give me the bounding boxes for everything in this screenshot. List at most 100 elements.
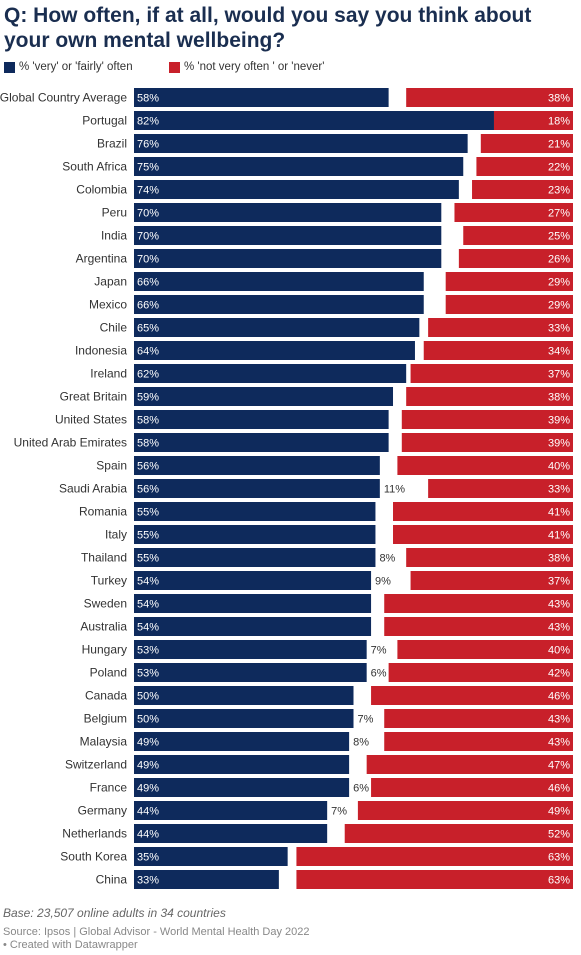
bar-often (134, 479, 380, 498)
bar-notoften (476, 157, 573, 176)
value-label-often: 58% (137, 415, 159, 427)
bar-often (134, 663, 367, 682)
bar-notoften (410, 571, 573, 590)
value-label-notoften: 43% (548, 737, 570, 749)
footer-base: Base: 23,507 online adults in 34 countri… (3, 906, 226, 920)
bar-notoften (454, 203, 573, 222)
bar-notoften (458, 249, 573, 268)
value-label-notoften: 43% (548, 599, 570, 611)
row-label: China (96, 873, 128, 887)
value-label-often: 53% (137, 645, 159, 657)
value-label-notoften: 29% (548, 300, 570, 312)
legend: % 'very' or 'fairly' often % 'not very o… (4, 61, 574, 77)
row-label: Peru (102, 206, 127, 220)
bar-often (134, 801, 328, 820)
value-label-notoften: 18% (548, 116, 570, 128)
bar-notoften (493, 111, 573, 130)
value-label-notoften: 46% (548, 783, 570, 795)
value-label-often: 76% (137, 139, 159, 151)
bar-often (134, 433, 389, 452)
row-label: Switzerland (65, 758, 127, 772)
bar-often (134, 111, 494, 130)
value-label-often: 44% (137, 829, 159, 841)
value-label-often: 53% (137, 668, 159, 680)
bar-notoften (428, 318, 573, 337)
bar-often (134, 778, 350, 797)
value-label-often: 58% (137, 93, 159, 105)
bar-notoften (397, 640, 573, 659)
bar-often (134, 272, 424, 291)
bar-often (134, 456, 380, 475)
value-label-often: 50% (137, 714, 159, 726)
bar-often (134, 134, 468, 153)
bar-notoften (296, 870, 573, 889)
legend-label-notoften: % 'not very often ' or 'never' (184, 61, 325, 73)
bar-notoften (393, 525, 573, 544)
bar-notoften (371, 686, 573, 705)
bar-notoften (344, 824, 573, 843)
bar-often (134, 571, 372, 590)
bar-chart: Global Country Average 58% 38% Portugal 82% 1… (0, 88, 573, 889)
bar-notoften (384, 709, 573, 728)
bar-often (134, 318, 420, 337)
bar-notoften (406, 88, 573, 107)
value-label-notoften: 41% (548, 507, 570, 519)
value-label-notoften: 23% (548, 185, 570, 197)
row-label: Saudi Arabia (59, 482, 127, 496)
value-label-often: 49% (137, 783, 159, 795)
bar-notoften (480, 134, 573, 153)
row-label: Japan (94, 275, 127, 289)
chart-title: Q: How often, if at all, would you say y… (4, 4, 532, 52)
value-label-notoften: 46% (548, 691, 570, 703)
value-label-often: 82% (137, 116, 159, 128)
bar-notoften (384, 594, 573, 613)
value-label-often: 55% (137, 530, 159, 542)
bar-notoften (445, 272, 573, 291)
value-label-often: 49% (137, 737, 159, 749)
legend-swatch-often (4, 61, 15, 73)
value-label-notoften: 25% (548, 231, 570, 243)
legend-swatch-notoften (169, 61, 180, 73)
value-label-gap: 9% (375, 576, 391, 588)
value-label-often: 70% (137, 231, 159, 243)
bar-often (134, 249, 442, 268)
value-label-gap: 7% (358, 714, 374, 726)
bar-notoften (423, 341, 573, 360)
value-label-notoften: 39% (548, 438, 570, 450)
value-label-notoften: 29% (548, 277, 570, 289)
value-label-notoften: 27% (548, 208, 570, 220)
value-label-often: 62% (137, 369, 159, 381)
row-label: Belgium (84, 712, 127, 726)
bar-often (134, 180, 459, 199)
row-label: Brazil (97, 137, 127, 151)
value-label-often: 66% (137, 300, 159, 312)
bar-notoften (384, 617, 573, 636)
row-label: Mexico (89, 298, 127, 312)
value-label-notoften: 34% (548, 346, 570, 358)
bar-notoften (406, 548, 573, 567)
value-label-gap: 6% (353, 783, 369, 795)
bar-often (134, 870, 279, 889)
footer-source: Source: Ipsos | Global Advisor - World M… (3, 926, 310, 938)
value-label-notoften: 39% (548, 415, 570, 427)
value-label-notoften: 43% (548, 622, 570, 634)
value-label-often: 33% (137, 875, 159, 887)
value-label-notoften: 40% (548, 461, 570, 473)
row-label: Romania (79, 505, 127, 519)
bar-notoften (428, 479, 573, 498)
value-label-often: 75% (137, 162, 159, 174)
row-label: Global Country Average (0, 91, 127, 105)
value-label-notoften: 33% (548, 323, 570, 335)
bar-often (134, 686, 354, 705)
row-label: Great Britain (60, 390, 127, 404)
bar-often (134, 88, 389, 107)
bar-often (134, 640, 367, 659)
value-label-notoften: 38% (548, 392, 570, 404)
row-label: Thailand (81, 551, 127, 565)
value-label-notoften: 38% (548, 553, 570, 565)
bar-notoften (472, 180, 573, 199)
row-label: Poland (90, 666, 127, 680)
value-label-notoften: 26% (548, 254, 570, 266)
value-label-notoften: 47% (548, 760, 570, 772)
bar-notoften (401, 433, 573, 452)
